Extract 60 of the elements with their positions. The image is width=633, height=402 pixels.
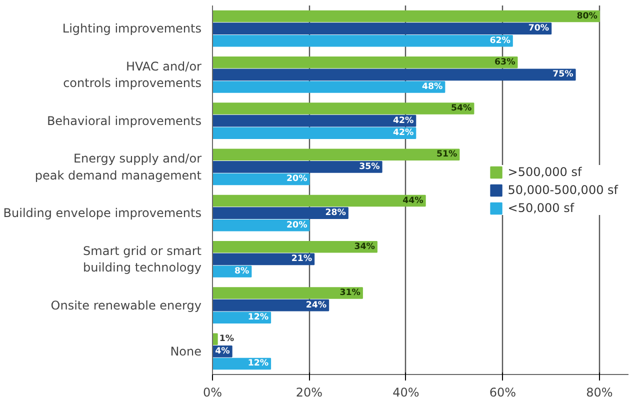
x-tick-label: 20% (296, 386, 323, 400)
legend-label: >500,000 sf (508, 164, 582, 178)
bar (212, 68, 576, 81)
y-tick-label: Energy supply and/or peak demand management (34, 152, 202, 182)
bar (212, 148, 460, 161)
y-tick-label: Smart grid or smart building technology (82, 244, 202, 275)
data-label: 34% (354, 242, 376, 252)
bar (212, 333, 218, 346)
data-label: 42% (392, 116, 414, 126)
data-label: 62% (490, 36, 511, 46)
bar (212, 219, 310, 232)
data-label: 20% (286, 220, 308, 230)
y-tick-label: Behavioral improvements (46, 114, 202, 128)
bar (212, 127, 416, 140)
bar (212, 10, 600, 22)
data-label: 63% (494, 57, 516, 68)
data-label: 4% (215, 346, 230, 356)
y-tick-label: Onsite renewable energy (50, 298, 202, 312)
legend-label: 50,000-500,000 sf (508, 182, 618, 196)
data-label: 28% (325, 208, 346, 218)
bar (212, 194, 426, 207)
data-label: 8% (234, 266, 250, 276)
bar (212, 299, 330, 312)
data-label: 12% (248, 312, 269, 323)
y-tick-label: Lighting improvements (62, 22, 202, 36)
bar (212, 287, 363, 299)
x-tick-label: 60% (489, 386, 516, 400)
data-label: 54% (450, 104, 472, 114)
y-tick-label: HVAC and/or controls improvements (63, 59, 202, 90)
bar (212, 56, 518, 68)
data-label: 48% (422, 82, 444, 92)
bar (212, 22, 552, 34)
x-tick-label: 40% (392, 386, 420, 400)
data-label: 75% (552, 70, 574, 80)
data-label: 80% (576, 11, 598, 22)
data-label: 21% (291, 254, 312, 264)
bar (212, 240, 378, 253)
data-label: 35% (359, 162, 380, 172)
data-label: 1% (219, 334, 234, 344)
data-label: 12% (248, 358, 269, 369)
data-label: 44% (402, 196, 424, 206)
x-tick-label: 80% (586, 386, 613, 400)
y-tick-label: Building envelope improvements (3, 206, 202, 220)
y-tick-label: None (170, 344, 202, 358)
data-label: 51% (436, 150, 458, 160)
bar (212, 34, 513, 47)
data-label: 24% (306, 300, 327, 310)
x-tick-label: 0% (202, 386, 222, 400)
bar (212, 207, 348, 219)
bar (212, 253, 315, 266)
bar (212, 81, 446, 93)
data-label: 20% (286, 174, 308, 184)
bar (212, 114, 416, 127)
bar (212, 312, 272, 324)
bar (212, 161, 382, 173)
data-label: 31% (340, 288, 361, 298)
data-label: 42% (392, 128, 414, 138)
data-label: 70% (528, 24, 550, 34)
bar (212, 102, 474, 114)
legend-label: <50,000 sf (508, 200, 574, 214)
